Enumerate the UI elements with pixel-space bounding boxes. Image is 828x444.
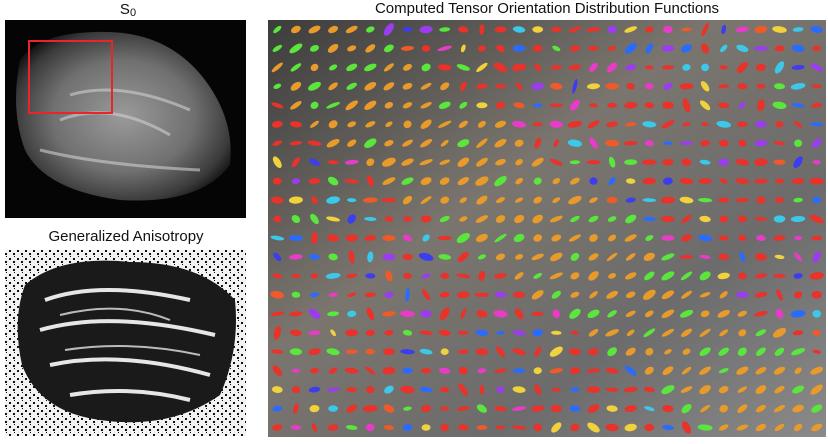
odf-glyph (812, 291, 822, 299)
odf-image (268, 20, 826, 437)
panel-title: Computed Tensor Orientation Distribution… (375, 0, 719, 17)
odf-glyph (755, 121, 767, 128)
s0-image (5, 20, 246, 218)
subscript: 0 (130, 7, 136, 19)
odf-glyph (513, 292, 525, 298)
odf-glyph (663, 141, 672, 145)
odf-glyph (588, 46, 599, 51)
odf-glyph (607, 103, 617, 108)
odf-glyph (645, 65, 653, 69)
odf-glyph (532, 26, 543, 32)
title-text: S (120, 1, 130, 18)
panel-title: S0 (120, 1, 136, 19)
figure: S0 Generalized Anisotropy Computed Tenso… (0, 0, 828, 439)
ga-image (5, 250, 246, 436)
odf-glyph (587, 160, 601, 164)
odf-glyph (477, 425, 488, 430)
odf-glyph (794, 236, 802, 240)
odf-glyph (458, 331, 468, 335)
panel-title: Generalized Anisotropy (48, 228, 204, 245)
odf-glyph (699, 178, 712, 184)
